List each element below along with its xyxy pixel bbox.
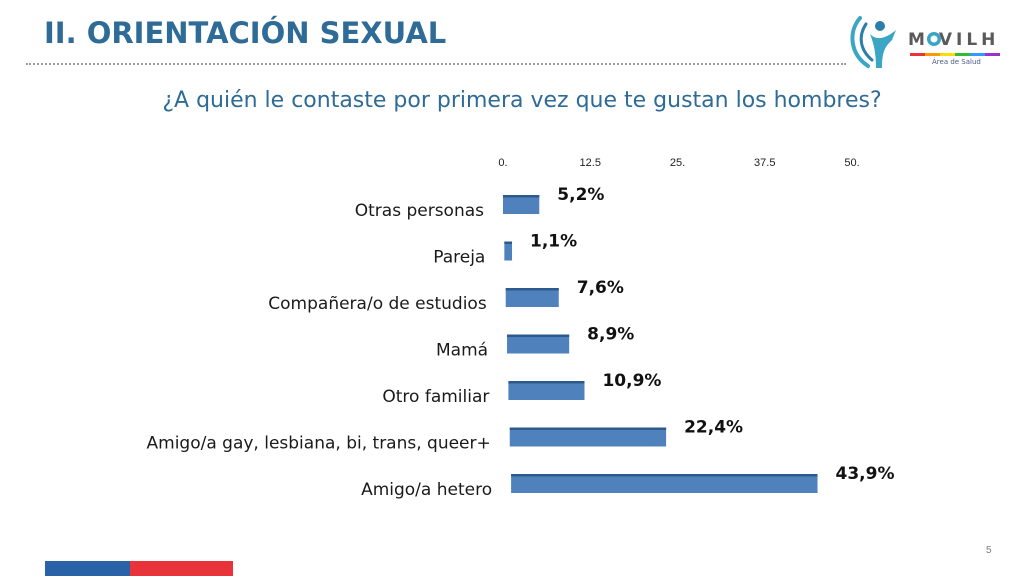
footer-blue-band	[45, 561, 130, 576]
bar	[504, 241, 513, 261]
bar-top-edge	[511, 474, 818, 477]
bar-top-edge	[504, 241, 513, 244]
value-label: 22,4%	[684, 418, 743, 438]
value-label: 1,1%	[530, 232, 577, 252]
footer-red-band	[130, 561, 233, 576]
page-number: 5	[986, 545, 992, 556]
x-tick-label: 37.5	[754, 157, 775, 169]
logo-o-globe-icon	[927, 32, 941, 46]
value-label: 5,2%	[557, 185, 604, 205]
bar	[508, 381, 585, 400]
bar-top-edge	[505, 288, 559, 291]
x-tick-label: 25.	[670, 157, 685, 169]
bar	[505, 288, 559, 307]
category-label: Pareja	[433, 248, 485, 268]
bar	[509, 427, 667, 447]
value-label: 10,9%	[602, 371, 661, 391]
category-label: Otro familiar	[382, 387, 489, 407]
slide-title: II. ORIENTACIÓN SEXUAL	[44, 16, 447, 50]
category-label: Mamá	[436, 341, 488, 361]
category-label: Amigo/a gay, lesbiana, bi, trans, queer+	[147, 434, 491, 454]
value-label: 7,6%	[577, 278, 624, 298]
bar	[511, 474, 818, 493]
chart-question: ¿A quién le contaste por primera vez que…	[162, 88, 882, 113]
bar	[507, 334, 570, 354]
x-tick-label: 50.	[844, 157, 859, 169]
category-label: Amigo/a hetero	[361, 480, 492, 500]
bar-top-edge	[507, 334, 570, 337]
category-label: Compañera/o de estudios	[268, 294, 487, 314]
value-label: 43,9%	[836, 464, 895, 484]
x-tick-label: 0.	[498, 157, 507, 169]
movilh-figure-icon	[850, 16, 896, 68]
value-label: 8,9%	[587, 325, 634, 345]
title-divider	[26, 63, 846, 65]
logo-subtitle: Área de Salud	[932, 58, 981, 66]
logo-rainbow-line	[910, 53, 1000, 56]
bar	[503, 195, 540, 214]
x-tick-label: 12.5	[580, 157, 601, 169]
movilh-logo: M VILH Área de Salud	[846, 10, 1016, 74]
bar-top-edge	[503, 195, 540, 198]
category-label: Otras personas	[355, 201, 484, 221]
bar-top-edge	[508, 381, 585, 384]
bar-top-edge	[509, 427, 667, 430]
